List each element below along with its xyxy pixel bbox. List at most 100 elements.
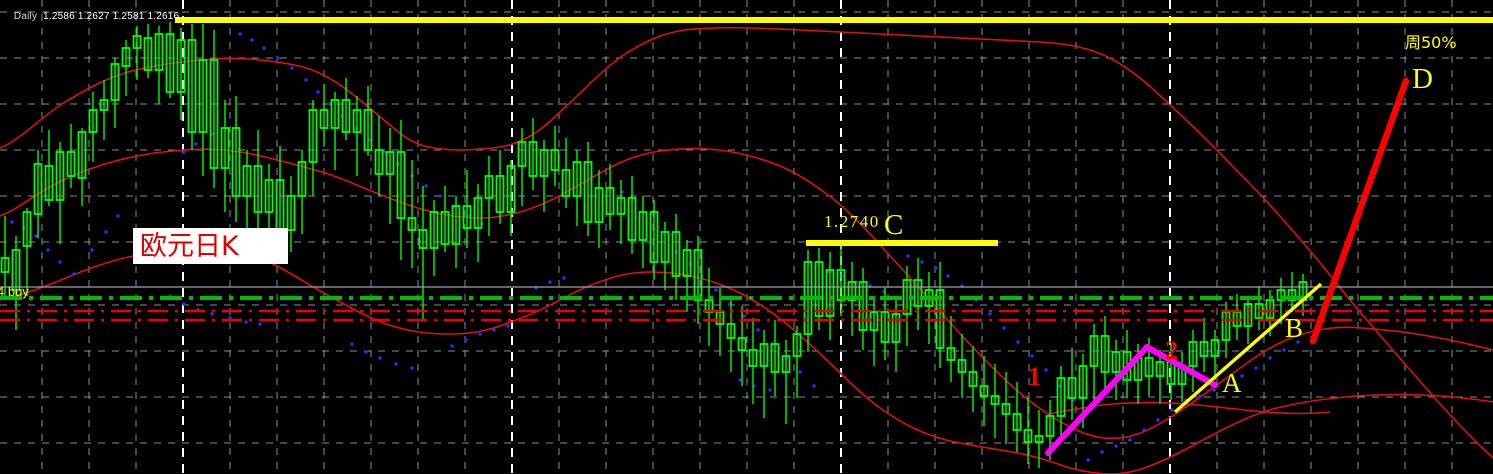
candle [913,258,923,330]
candle [748,318,758,404]
candle [1056,366,1066,440]
candle [594,170,604,248]
candle [110,58,120,128]
candle [506,160,516,236]
candle [77,128,87,206]
candle [66,124,76,188]
candle [561,138,571,208]
candle [781,340,791,424]
candle [759,330,769,418]
candle [374,116,384,196]
candle [495,150,505,224]
candle [308,100,318,196]
candle [1023,398,1033,464]
candle [154,26,164,104]
candle [528,118,538,190]
candle [1111,340,1121,400]
candle [286,176,296,252]
candle [33,150,43,238]
candle [638,196,648,268]
candle [11,236,21,330]
wave-zigzag-magenta[interactable] [1045,344,1218,456]
candle [0,216,10,300]
trendline-support-yellow[interactable] [1173,282,1323,414]
candle [451,196,461,268]
timeframe-label: Daily [13,11,38,22]
candle [473,184,483,262]
candle [418,186,428,320]
candle [143,24,153,78]
bollinger-middle-band [0,147,1493,440]
candle [1034,410,1044,468]
candle [539,140,549,212]
candle [231,96,241,222]
bollinger-upper-band [0,26,1493,459]
candle [462,170,472,248]
candle [792,326,802,398]
buy-signal-label: 4 buy [0,284,29,299]
wave-marker-2: 2 [1165,336,1178,365]
candle [627,176,637,254]
candle [132,26,142,80]
candle [253,130,263,236]
candle [1067,348,1077,420]
quote-bar: Daily 1.2586 1.2627 1.2581 1.2616 [2,0,179,33]
candle [319,84,329,146]
candle [1001,372,1011,444]
candle [946,316,956,382]
candle [220,100,230,212]
projection-arrow-red[interactable] [1309,77,1410,345]
candle [517,128,527,206]
candle [979,356,989,426]
candle [770,320,780,396]
candle [957,334,967,398]
candle [1155,350,1165,404]
candle [44,130,54,206]
candle [440,186,450,252]
candle [572,150,582,226]
candle [1188,330,1198,392]
candle [407,160,417,268]
candle [726,296,736,372]
candle [605,164,615,230]
candle [385,128,395,224]
candle [121,40,131,96]
instrument-label: 欧元日K [140,231,239,262]
instrument-label-box [133,228,288,264]
candle [1089,324,1099,404]
candle [55,142,65,244]
candle [814,248,824,330]
wave-marker-c: C [884,209,904,241]
quote-low: 1.2581 [112,11,145,22]
quote-open: 1.2586 [43,11,75,22]
candle [187,24,197,150]
candle [88,92,98,162]
wave-marker-b: B [1285,313,1304,343]
wave-marker-d: D [1412,63,1433,95]
quote-high: 1.2627 [77,11,110,22]
candle [209,30,219,188]
candle [99,80,109,140]
candle [1199,318,1209,372]
candle [616,180,626,244]
candle [22,208,32,296]
candle [968,346,978,412]
candle [396,120,406,260]
candle [1100,316,1110,392]
candle [363,86,373,156]
candle [858,268,868,350]
wave-marker-a: A [1222,368,1242,398]
candle [583,142,593,236]
candle [165,22,175,98]
quote-close: 1.2616 [147,11,180,22]
candle [649,200,659,280]
candle [341,78,351,140]
candle [176,28,186,120]
candle [660,222,670,290]
candle [1012,382,1022,452]
candle [297,150,307,234]
candle [484,156,494,236]
